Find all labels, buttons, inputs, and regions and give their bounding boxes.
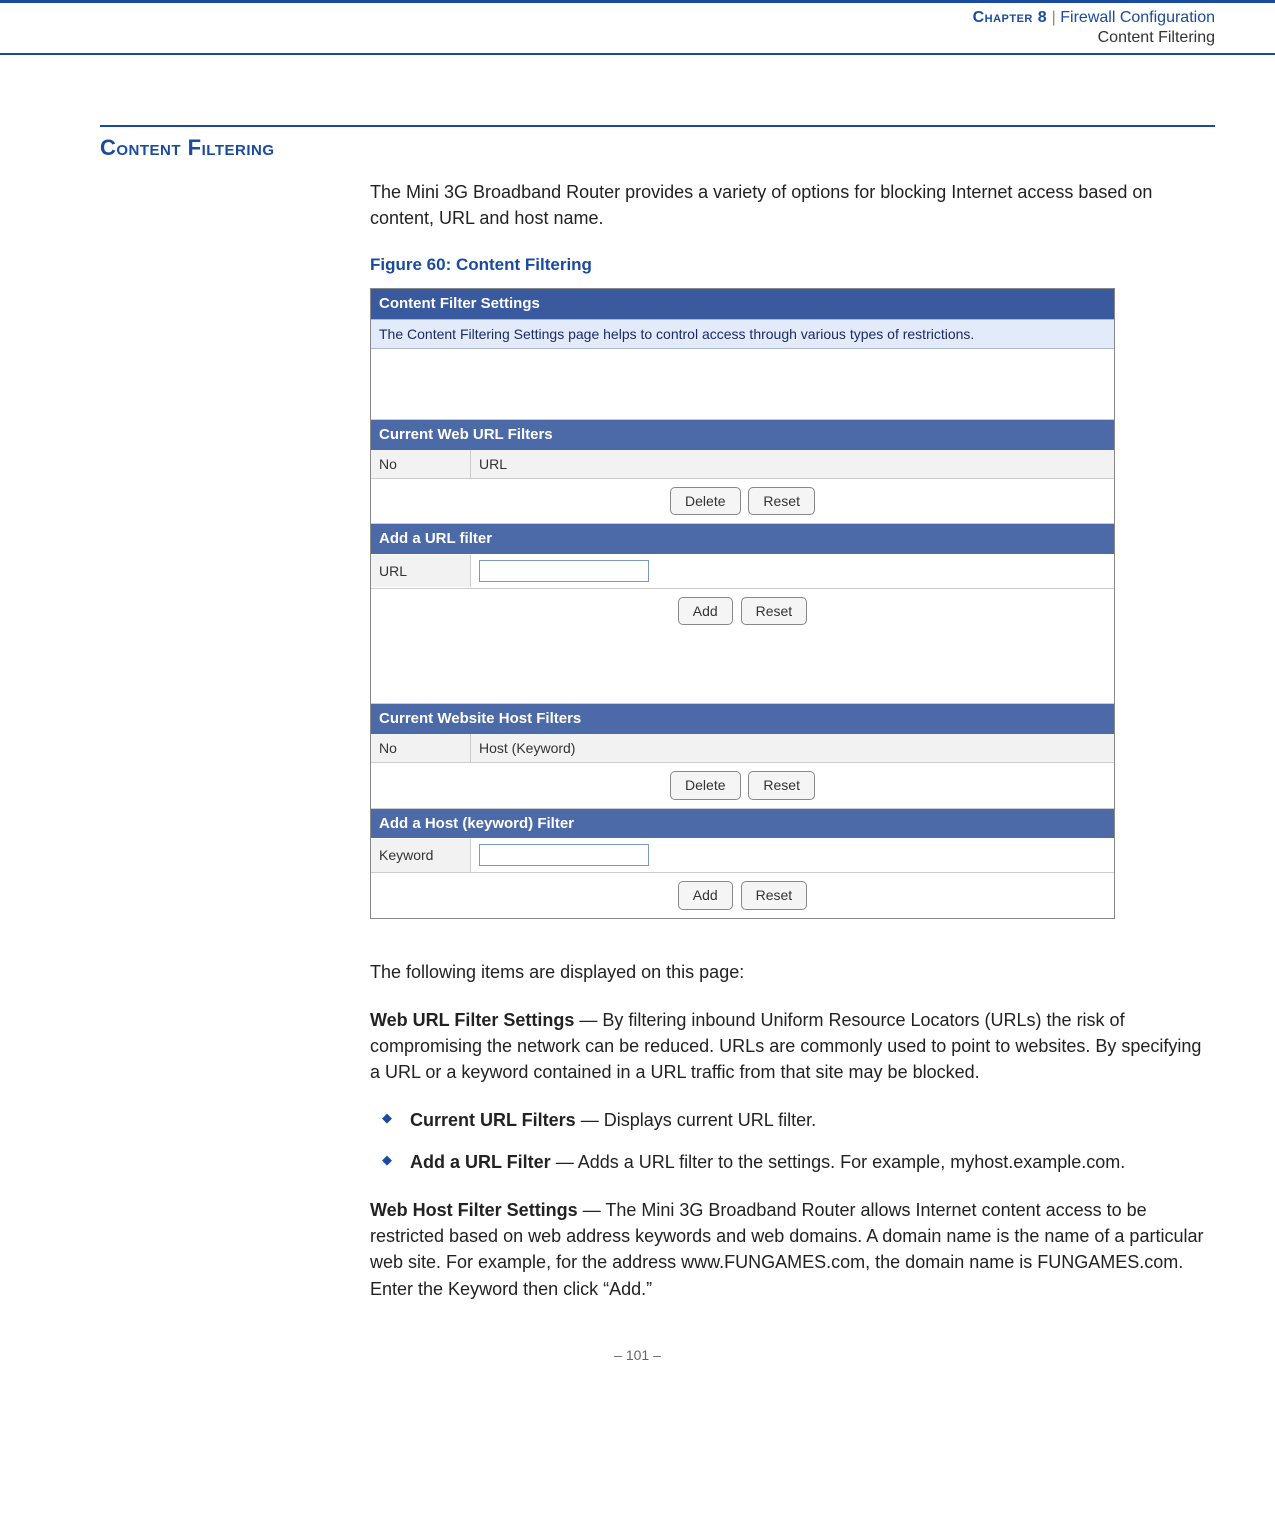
delete-button[interactable]: Delete (670, 771, 740, 799)
ss-description: The Content Filtering Settings page help… (371, 319, 1114, 349)
ss-host-filters-header-row: No Host (Keyword) (371, 734, 1114, 763)
bullet1-lead: Current URL Filters (410, 1110, 576, 1130)
url-input[interactable] (479, 560, 649, 582)
explain-intro: The following items are displayed on thi… (370, 959, 1215, 985)
header-subtopic: Content Filtering (0, 29, 1215, 47)
explain-para-2: Web Host Filter Settings — The Mini 3G B… (370, 1197, 1215, 1301)
ss-spacer (371, 633, 1114, 703)
settings-screenshot: Content Filter Settings The Content Filt… (370, 288, 1115, 919)
ss-url-filters-buttons: Delete Reset (371, 479, 1114, 523)
chapter-label: Chapter 8 (973, 9, 1052, 26)
header-topic: Firewall Configuration (1060, 9, 1215, 26)
reset-button[interactable]: Reset (741, 597, 808, 625)
bullet-item-2: Add a URL Filter — Adds a URL filter to … (388, 1149, 1215, 1175)
ss-url-label: URL (371, 555, 471, 587)
figure-caption: Figure 60: Content Filtering (370, 253, 1215, 278)
ss-col-host: Host (Keyword) (471, 734, 1114, 762)
reset-button[interactable]: Reset (748, 487, 815, 515)
ss-url-filters-header-row: No URL (371, 450, 1114, 479)
reset-button[interactable]: Reset (748, 771, 815, 799)
bullet-item-1: Current URL Filters — Displays current U… (388, 1107, 1215, 1133)
section-rule (100, 125, 1215, 127)
ss-add-host-title: Add a Host (keyword) Filter (371, 808, 1114, 839)
bullet1-body: — Displays current URL filter. (576, 1110, 816, 1130)
ss-add-url-title: Add a URL filter (371, 523, 1114, 554)
ss-add-host-buttons: Add Reset (371, 873, 1114, 917)
para2-lead: Web Host Filter Settings (370, 1200, 578, 1220)
ss-add-url-buttons: Add Reset (371, 589, 1114, 633)
ss-keyword-label: Keyword (371, 839, 471, 871)
reset-button[interactable]: Reset (741, 881, 808, 909)
ss-title-bar: Content Filter Settings (371, 289, 1114, 319)
ss-host-filters-buttons: Delete Reset (371, 763, 1114, 807)
keyword-input[interactable] (479, 844, 649, 866)
chapter-text: Chapter 8 (973, 9, 1048, 26)
ss-spacer (371, 349, 1114, 419)
bullet2-body: — Adds a URL filter to the settings. For… (551, 1152, 1126, 1172)
ss-col-url: URL (471, 450, 1114, 478)
explain-para-1: Web URL Filter Settings — By filtering i… (370, 1007, 1215, 1085)
delete-button[interactable]: Delete (670, 487, 740, 515)
ss-url-input-cell (471, 554, 1114, 588)
page-number: – 101 – (0, 1347, 1275, 1363)
ss-add-url-row: URL (371, 554, 1114, 589)
separator: | (1052, 9, 1056, 26)
ss-col-no: No (371, 734, 471, 762)
add-button[interactable]: Add (678, 881, 733, 909)
ss-keyword-input-cell (471, 838, 1114, 872)
section-heading: Content Filtering (100, 135, 1215, 161)
ss-url-filters-title: Current Web URL Filters (371, 419, 1114, 450)
bullet2-lead: Add a URL Filter (410, 1152, 551, 1172)
bullet-list: Current URL Filters — Displays current U… (370, 1107, 1215, 1175)
page-header: Chapter 8 | Firewall Configuration Conte… (0, 0, 1275, 55)
add-button[interactable]: Add (678, 597, 733, 625)
ss-col-no: No (371, 450, 471, 478)
intro-paragraph: The Mini 3G Broadband Router provides a … (370, 179, 1215, 231)
ss-host-filters-title: Current Website Host Filters (371, 703, 1114, 734)
para1-lead: Web URL Filter Settings (370, 1010, 574, 1030)
ss-add-host-row: Keyword (371, 838, 1114, 873)
